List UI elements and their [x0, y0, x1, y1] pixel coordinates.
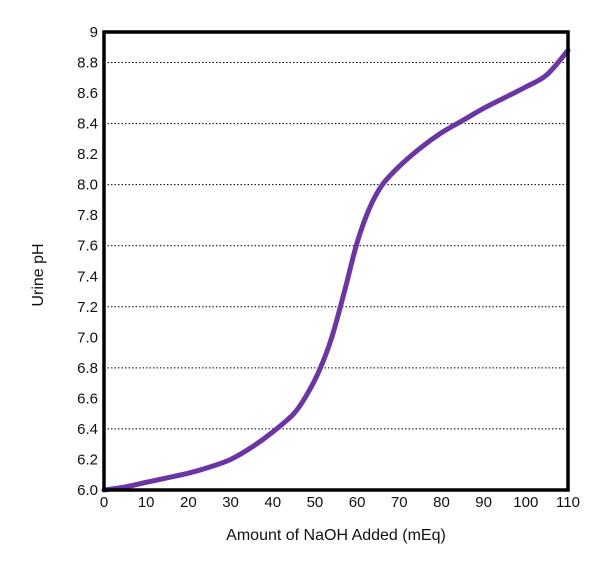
y-tick-label: 7.2	[77, 299, 98, 316]
y-tick-label: 6.8	[77, 360, 98, 377]
y-tick-label: 9	[90, 24, 98, 41]
x-tick-label: 90	[475, 494, 492, 511]
y-tick-label: 8.0	[77, 177, 98, 194]
y-tick-label: 7.0	[77, 329, 98, 346]
x-axis-ticks: 0 10 20 30 40 50 60 70 80 90 100 110	[100, 494, 580, 511]
series-group	[101, 47, 571, 493]
x-tick-label: 10	[138, 494, 155, 511]
y-axis-ticks: 6.0 6.2 6.4 6.6 6.8 7.0 7.2 7.4 7.6 7.8 8.0 8.2 8.4 8…	[77, 24, 98, 499]
y-axis-title: Urine pH	[30, 243, 47, 306]
plot-frame	[102, 30, 570, 492]
x-axis-title: Amount of NaOH Added (mEq)	[226, 527, 446, 544]
y-tick-label: 7.4	[77, 268, 98, 285]
x-tick-label: 60	[349, 494, 366, 511]
y-tick-label: 6.4	[77, 421, 98, 438]
x-tick-label: 100	[513, 494, 538, 511]
x-tick-label: 70	[391, 494, 408, 511]
x-tick-label: 20	[180, 494, 197, 511]
x-tick-label: 30	[222, 494, 239, 511]
series-line	[101, 47, 571, 493]
y-tick-label: 8.6	[77, 85, 98, 102]
y-tick-label: 6.0	[77, 482, 98, 499]
y-tick-label: 7.8	[77, 207, 98, 224]
gridlines	[104, 62, 568, 430]
y-tick-label: 8.8	[77, 55, 98, 72]
y-tick-label: 8.4	[77, 116, 98, 133]
x-tick-label: 110	[556, 494, 580, 511]
y-tick-label: 8.2	[77, 146, 98, 163]
x-tick-label: 50	[307, 494, 324, 511]
x-tick-label: 0	[100, 494, 108, 511]
x-tick-label: 40	[264, 494, 281, 511]
y-tick-label: 7.6	[77, 238, 98, 255]
y-tick-label: 6.6	[77, 390, 98, 407]
y-tick-label: 6.2	[77, 451, 98, 468]
x-tick-label: 80	[433, 494, 450, 511]
